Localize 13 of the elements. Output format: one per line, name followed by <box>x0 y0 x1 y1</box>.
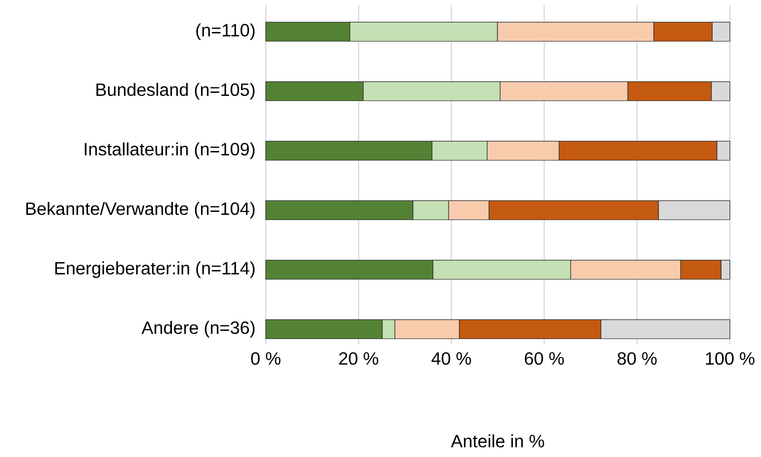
y-tick-label: Installateur:in (n=109) <box>84 142 255 159</box>
y-tick-label: (n=110) <box>196 23 255 40</box>
x-tick-label: 60 % <box>524 352 564 365</box>
y-tick-label: Energieberater:in (n=114) <box>55 261 255 278</box>
x-tick-label: 0 % <box>251 352 280 365</box>
y-tick-label: Bundesland (n=105) <box>96 82 255 100</box>
x-tick-label: 40 % <box>432 352 472 365</box>
x-axis-title: Anteile in % <box>450 434 544 448</box>
x-tick-label: 80 % <box>618 352 657 365</box>
y-tick-label: Bekannte/Verwandte (n=104) <box>26 202 255 218</box>
x-tick-label: 20 % <box>339 352 378 365</box>
x-tick-label: 100 % <box>706 352 754 365</box>
y-tick-label: Andere (n=36) <box>142 320 255 338</box>
